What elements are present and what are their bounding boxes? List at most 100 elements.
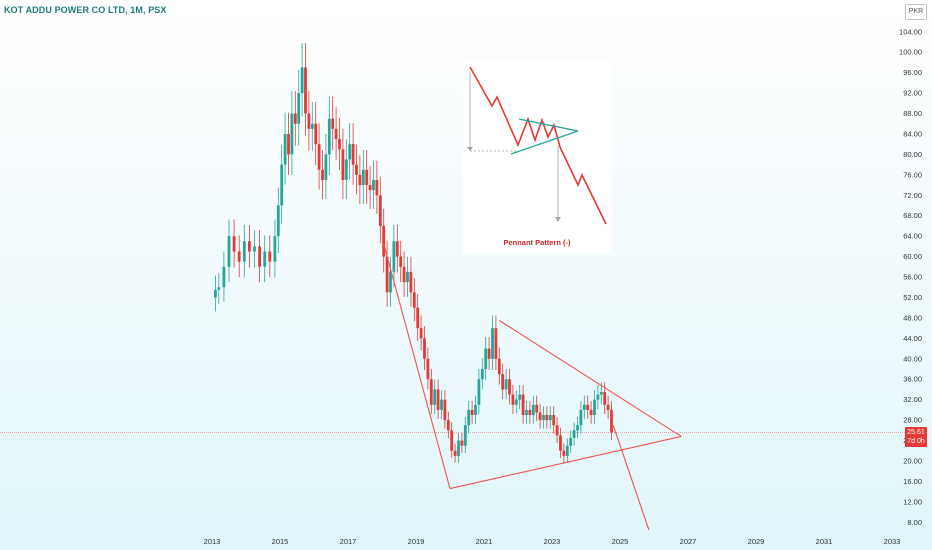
candle-body — [525, 409, 528, 416]
candle-body — [389, 271, 392, 293]
candle-body — [321, 169, 324, 180]
inset-background — [463, 59, 612, 254]
candle-body — [467, 409, 471, 426]
candle-body — [273, 236, 277, 262]
pennant-inset: Pennant Pattern (-) — [463, 59, 612, 254]
pattern-resistance-line[interactable] — [499, 320, 682, 437]
inset-lower-trendline — [510, 130, 579, 155]
x-tick-label: 2015 — [272, 537, 289, 546]
candle-body — [521, 394, 525, 416]
candle-body — [494, 328, 498, 359]
candle-body — [283, 133, 287, 165]
candle-body — [562, 450, 566, 456]
candle-body — [355, 164, 358, 175]
candle-body — [531, 404, 535, 416]
inset-upper-trendline — [518, 118, 579, 132]
candle-body — [385, 256, 389, 293]
x-tick-label: 2021 — [476, 537, 493, 546]
y-tick-label: 32.00 — [903, 395, 922, 404]
candle-body — [440, 399, 443, 410]
candle-body — [344, 159, 348, 180]
x-tick-label: 2017 — [340, 537, 357, 546]
x-tick-label: 2027 — [680, 537, 697, 546]
pattern-projection-line[interactable] — [612, 425, 650, 531]
candle-body — [501, 374, 505, 390]
candle-body — [409, 271, 413, 293]
y-tick-label: 72.00 — [903, 191, 922, 200]
candle-body — [392, 241, 396, 272]
candle-body — [348, 144, 352, 160]
candle-body — [429, 379, 433, 405]
candle-body — [518, 394, 522, 400]
inset-price-path — [469, 66, 607, 225]
candle-body — [433, 389, 437, 405]
candle-body — [334, 128, 338, 140]
candle-body — [372, 179, 375, 191]
candle-body — [304, 67, 307, 114]
candle-body — [378, 195, 382, 226]
candle-body — [596, 394, 600, 400]
candle-body — [290, 113, 294, 155]
price-badge-value: 25.61 — [907, 429, 925, 436]
candle-body — [559, 435, 562, 451]
candle-body — [242, 241, 246, 262]
candle-body — [508, 379, 511, 395]
candle-body — [258, 246, 261, 267]
candle-body — [248, 241, 251, 252]
candle-body — [351, 144, 355, 165]
y-tick-label: 56.00 — [903, 273, 922, 282]
x-tick-label: 2029 — [748, 537, 765, 546]
y-tick-label: 96.00 — [903, 68, 922, 77]
chart-title: KOT ADDU POWER CO LTD, 1M, PSX — [4, 5, 167, 15]
candle-body — [504, 379, 508, 390]
y-tick-label: 64.00 — [903, 232, 922, 241]
y-axis: 8.0012.0016.0020.0024.0028.0032.0036.004… — [899, 27, 922, 527]
y-tick-label: 36.00 — [903, 375, 922, 384]
candle-body — [450, 430, 454, 451]
candle-body — [368, 185, 372, 191]
x-tick-label: 2033 — [884, 537, 901, 546]
candle-body — [237, 251, 241, 262]
candle-body — [569, 438, 573, 446]
pattern-pole-line[interactable] — [383, 243, 451, 489]
candle-body — [545, 415, 549, 421]
y-tick-label: 80.00 — [903, 150, 922, 159]
candle-body — [268, 251, 272, 262]
candle-body — [453, 450, 457, 456]
candle-body — [358, 174, 362, 186]
candle-body — [406, 271, 409, 283]
x-tick-label: 2019 — [408, 537, 425, 546]
candle-body — [419, 328, 423, 339]
x-axis: 2013 2015 2017 2019 2021 2023 2025 2027 2029 2031… — [204, 537, 901, 546]
y-tick-label: 76.00 — [903, 170, 922, 179]
candle-body — [280, 164, 284, 206]
y-tick-label: 60.00 — [903, 252, 922, 261]
pattern-support-line[interactable] — [449, 435, 682, 490]
y-tick-label: 88.00 — [903, 109, 922, 118]
candle-body — [327, 118, 331, 155]
candle-body — [586, 404, 590, 410]
candle-body — [572, 430, 576, 439]
candle-body — [222, 266, 226, 288]
candle-body — [338, 139, 341, 150]
price-badge-countdown: 7d 0h — [907, 438, 925, 445]
candle-body — [416, 307, 420, 329]
candle-body — [382, 225, 386, 257]
price-badge: 25.61 7d 0h — [905, 427, 927, 447]
candle-body — [214, 289, 217, 298]
candle-body — [287, 133, 290, 155]
candle-body — [331, 118, 335, 129]
candle-body — [446, 420, 450, 431]
y-tick-label: 16.00 — [903, 477, 922, 486]
y-tick-label: 8.00 — [907, 518, 922, 527]
candle-body — [535, 404, 539, 413]
currency-button[interactable]: PKR — [905, 4, 927, 20]
candle-body — [232, 236, 236, 252]
candle-body — [443, 399, 447, 421]
candle-body — [511, 394, 515, 405]
y-tick-label: 44.00 — [903, 334, 922, 343]
candle-body — [480, 369, 484, 380]
y-tick-label: 104.00 — [899, 27, 922, 36]
candle-body — [317, 144, 321, 170]
